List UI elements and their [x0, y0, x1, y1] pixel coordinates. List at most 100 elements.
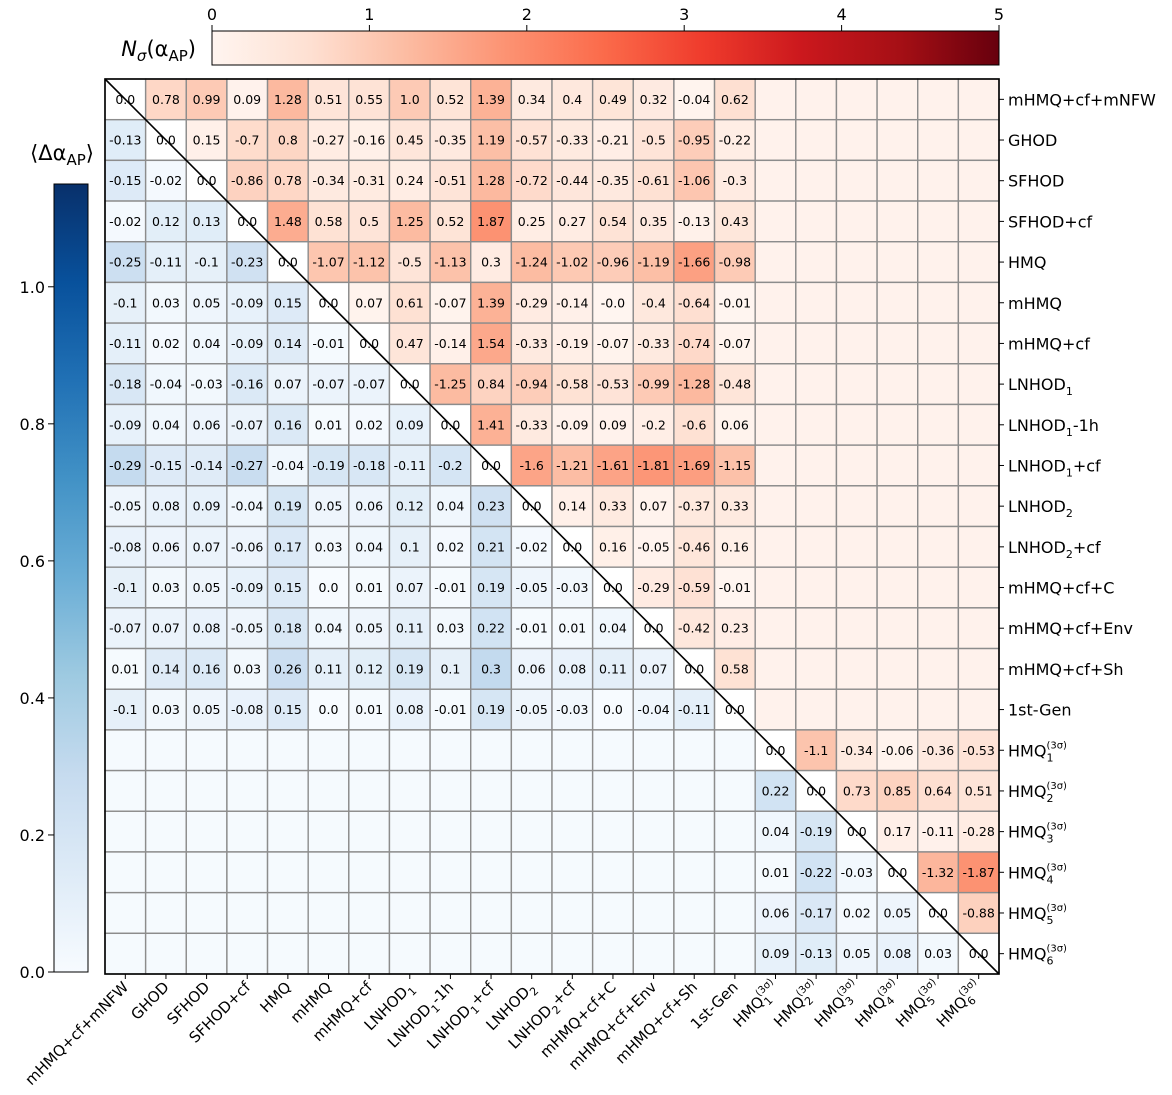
heatmap-cell-label: -1.02 [556, 255, 588, 270]
heatmap-cell [957, 525, 1000, 568]
heatmap-cell-label: -0.22 [719, 133, 751, 148]
heatmap-cell [917, 159, 960, 202]
heatmap-cell [835, 118, 878, 162]
heatmap-cell [754, 566, 797, 609]
heatmap-cell-label: -0.99 [637, 377, 669, 392]
heatmap-cell [876, 485, 919, 528]
heatmap-cell [835, 281, 878, 324]
heatmap-cell-label: 1.0 [400, 92, 420, 107]
heatmap-cell [673, 729, 716, 772]
heatmap-cell-label: -0.05 [109, 499, 141, 514]
heatmap-cell [795, 363, 838, 406]
heatmap-cell-label: -0.11 [394, 458, 426, 473]
heatmap-cell [185, 363, 228, 406]
heatmap-cell [876, 200, 919, 243]
heatmap-cell-label: 0.19 [477, 702, 505, 717]
heatmap-cell [307, 729, 350, 772]
heatmap-cell-label: 0.05 [883, 905, 911, 920]
heatmap-cell-label: -0.08 [231, 702, 263, 717]
heatmap-cell-label: -0.05 [516, 702, 548, 717]
heatmap-cell [226, 729, 269, 772]
diagonal-line [104, 78, 1000, 975]
heatmap-cell-label: 0.16 [193, 661, 221, 676]
heatmap-cell [713, 851, 756, 894]
heatmap-cell [510, 281, 553, 324]
heatmap-cell [470, 485, 513, 528]
heatmap-cell-label: -0.29 [637, 580, 669, 595]
heatmap-cell [795, 444, 838, 487]
heatmap-cell-label: -0.02 [109, 214, 141, 229]
heatmap-cell-label: 0.52 [436, 92, 464, 107]
heatmap-cell-label: 0.3 [481, 661, 501, 676]
heatmap-cell-label: -1.87 [963, 865, 995, 880]
heatmap-cell [551, 281, 594, 324]
heatmap-cell [185, 932, 228, 975]
heatmap-cell [673, 932, 716, 975]
heatmap-cell [226, 566, 269, 609]
heatmap-cell [632, 769, 675, 812]
heatmap-cell [917, 281, 960, 324]
heatmap-cell [185, 891, 228, 935]
heatmap-cell-label: -0.04 [231, 499, 263, 514]
heatmap-cell-label: 0.05 [193, 295, 221, 310]
row-label: HMQ1(3σ) [1008, 740, 1067, 764]
heatmap-cell [429, 851, 472, 894]
heatmap-cell-label: -0.35 [434, 133, 466, 148]
heatmap-cell [754, 647, 797, 690]
heatmap-cell-label: 0.11 [396, 621, 424, 636]
heatmap-cell-label: 0.03 [315, 539, 343, 554]
heatmap-cell-label: 0.18 [274, 621, 302, 636]
heatmap-cell-label: 0.08 [396, 702, 424, 717]
heatmap-cell-label: -0.31 [353, 173, 385, 188]
heatmap-cell [673, 485, 716, 528]
heatmap-cell-label: 0.32 [640, 92, 668, 107]
heatmap-cell [917, 566, 960, 609]
heatmap-cell-label: -0.15 [150, 458, 182, 473]
heatmap-cell [795, 647, 838, 690]
heatmap-cell [470, 932, 513, 975]
heatmap-cell [307, 769, 350, 812]
heatmap-cell [470, 200, 513, 243]
heatmap-cell-label: -0.19 [312, 458, 344, 473]
heatmap-cell [429, 566, 472, 609]
heatmap-cell [104, 891, 147, 935]
heatmap-cell-label: 0.54 [599, 214, 627, 229]
heatmap-cell [104, 769, 147, 812]
heatmap-cell-label: -0.27 [231, 458, 263, 473]
heatmap-cell [226, 607, 269, 650]
heatmap-cell [104, 647, 147, 690]
heatmap-cell-label: 0.12 [355, 661, 383, 676]
heatmap-cell [429, 729, 472, 772]
heatmap-cell-label: -0.37 [678, 499, 710, 514]
heatmap-cell [551, 769, 594, 812]
heatmap-cell-label: -0.16 [353, 133, 385, 148]
heatmap-cell [144, 688, 187, 731]
heatmap-cell [307, 891, 350, 935]
heatmap-cell [632, 485, 675, 528]
heatmap-cell-label: -0.42 [678, 621, 710, 636]
heatmap-cell-label: -0.09 [556, 417, 588, 432]
heatmap-cell [591, 851, 634, 894]
heatmap-cell [957, 363, 1000, 406]
heatmap-cell-label: -0.4 [641, 295, 665, 310]
heatmap-cell [266, 851, 309, 894]
heatmap-cell [226, 851, 269, 894]
heatmap-cell-label: 0.22 [477, 621, 505, 636]
heatmap-cell [957, 769, 1000, 812]
heatmap-cell [713, 891, 756, 935]
heatmap-cell [795, 241, 838, 284]
heatmap-cell-label: -0.1 [113, 580, 137, 595]
heatmap-cell [144, 647, 187, 690]
heatmap-cell-label: -1.6 [519, 458, 543, 473]
heatmap-cell [713, 525, 756, 568]
heatmap-cell-label: 0.14 [274, 336, 302, 351]
heatmap-cell [795, 688, 838, 731]
heatmap-cell [957, 78, 1000, 121]
heatmap-cell [266, 891, 309, 935]
heatmap-cell-label: -0.06 [881, 743, 913, 758]
heatmap-cell [144, 851, 187, 894]
heatmap-cell [348, 200, 391, 243]
heatmap-cell-label: 0.3 [481, 255, 501, 270]
heatmap-cell [348, 281, 391, 324]
heatmap-cell [917, 647, 960, 690]
